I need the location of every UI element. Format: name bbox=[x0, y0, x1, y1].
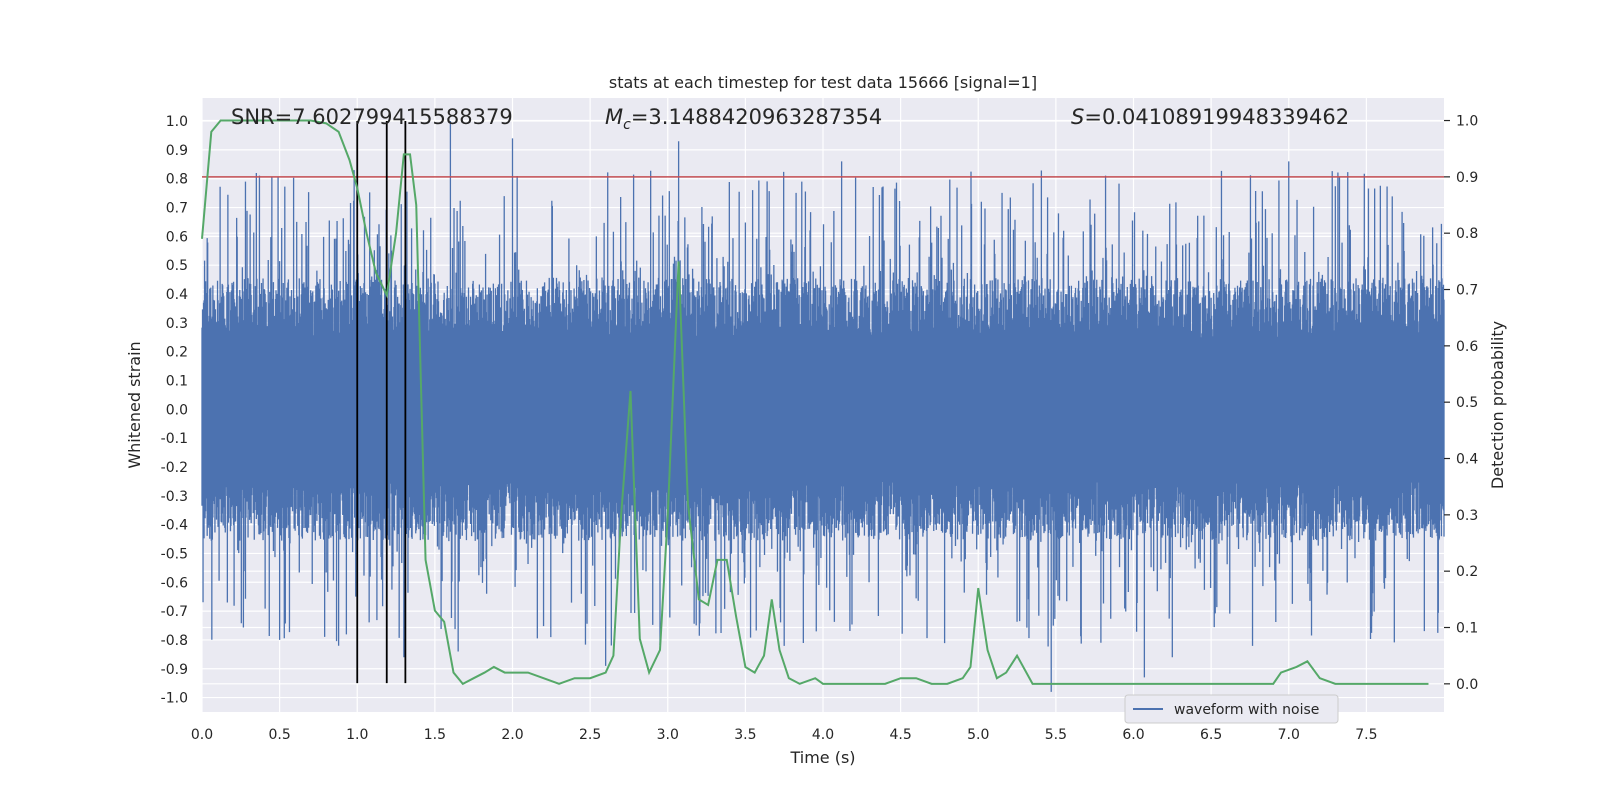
right-y-tick-label: 1.0 bbox=[1456, 114, 1478, 130]
x-tick-label: 7.5 bbox=[1355, 727, 1377, 743]
y-tick-label: -0.6 bbox=[161, 575, 188, 591]
chirp-mass-value: =3.1488420963287354 bbox=[631, 105, 882, 129]
x-tick-label: 5.0 bbox=[967, 727, 989, 743]
right-y-tick-label: 0.1 bbox=[1456, 621, 1478, 637]
x-tick-label: 3.0 bbox=[657, 727, 679, 743]
x-tick-label: 1.5 bbox=[424, 727, 446, 743]
y-tick-label: -0.7 bbox=[161, 604, 188, 620]
chirp-mass-symbol: M bbox=[605, 105, 623, 129]
y-tick-label: 0.1 bbox=[166, 373, 188, 389]
x-axis-label: Time (s) bbox=[789, 748, 855, 767]
s-symbol: S bbox=[1071, 105, 1084, 129]
s-value: =0.04108919948339462 bbox=[1084, 105, 1349, 129]
right-y-tick-label: 0.7 bbox=[1456, 283, 1478, 299]
right-y-tick-label: 0.6 bbox=[1456, 339, 1478, 355]
x-tick-label: 7.0 bbox=[1278, 727, 1300, 743]
y-tick-label: 0.2 bbox=[166, 345, 188, 361]
y-tick-label: 0.9 bbox=[166, 143, 188, 159]
x-tick-label: 5.5 bbox=[1045, 727, 1067, 743]
chirp-mass-subscript: c bbox=[623, 117, 631, 133]
y-tick-label: 0.8 bbox=[166, 172, 188, 188]
right-y-tick-label: 0.5 bbox=[1456, 395, 1478, 411]
y-tick-label: 1.0 bbox=[166, 114, 188, 130]
detection-probability-line bbox=[201, 119, 1429, 686]
y-tick-label: 0.4 bbox=[166, 287, 188, 303]
right-y-tick-label: 0.4 bbox=[1456, 452, 1478, 468]
right-y-tick-label: 0.2 bbox=[1456, 564, 1478, 580]
right-y-axis-label: Detection probability bbox=[1488, 321, 1507, 489]
y-tick-label: -0.8 bbox=[161, 633, 188, 649]
x-tick-label: 2.0 bbox=[501, 727, 523, 743]
y-tick-label: 0.7 bbox=[166, 201, 188, 217]
y-tick-label: 0.6 bbox=[166, 229, 188, 245]
right-y-tick-label: 0.9 bbox=[1456, 170, 1478, 186]
legend-box bbox=[1124, 694, 1339, 724]
y-tick-labels: 1.0 0.9 0.8 0.7 0.6 0.5 0.4 0.3 0.2 0.1 0.0 -0.1 -0.… bbox=[161, 114, 188, 707]
y-tick-label: 0.5 bbox=[166, 258, 188, 274]
chirp-mass-annotation: Mc=3.1488420963287354 bbox=[605, 105, 882, 133]
chart-title: stats at each timestep for test data 156… bbox=[609, 73, 1037, 92]
y-tick-label: -0.9 bbox=[161, 662, 188, 678]
waveform-with-noise-series bbox=[201, 121, 1445, 692]
vertical-markers bbox=[356, 121, 407, 684]
right-y-tick-labels: 1.0 0.9 0.8 0.7 0.6 0.5 0.4 0.3 0.2 0.1 0.0 bbox=[1444, 114, 1478, 693]
y-axis-label: Whitened strain bbox=[125, 341, 144, 468]
x-tick-label: 4.0 bbox=[812, 727, 834, 743]
x-tick-labels: 0.0 0.5 1.0 1.5 2.0 2.5 3.0 3.5 4.0 4.5 5.0 5.5 6.0 6… bbox=[191, 727, 1378, 743]
right-y-tick-label: 0.3 bbox=[1456, 508, 1478, 524]
y-tick-label: 0.3 bbox=[166, 316, 188, 332]
x-tick-label: 3.5 bbox=[734, 727, 756, 743]
legend: waveform with noise bbox=[1124, 694, 1339, 724]
waveform-trace bbox=[201, 121, 1445, 692]
detection-probability-series bbox=[201, 119, 1429, 686]
y-tick-label: -0.4 bbox=[161, 518, 188, 534]
x-tick-label: 2.5 bbox=[579, 727, 601, 743]
y-tick-label: -0.2 bbox=[161, 460, 188, 476]
x-tick-label: 6.5 bbox=[1200, 727, 1222, 743]
s-annotation: S=0.04108919948339462 bbox=[1071, 105, 1349, 129]
x-tick-label: 1.0 bbox=[346, 727, 368, 743]
x-tick-label: 0.5 bbox=[268, 727, 290, 743]
y-tick-label: -0.1 bbox=[161, 431, 188, 447]
y-tick-label: -0.3 bbox=[161, 489, 188, 505]
right-y-tick-label: 0.8 bbox=[1456, 226, 1478, 242]
right-y-tick-label: 0.0 bbox=[1456, 677, 1478, 693]
y-tick-label: -1.0 bbox=[161, 691, 188, 707]
snr-annotation: SNR=7.602799415588379 bbox=[231, 105, 513, 129]
x-tick-label: 4.5 bbox=[889, 727, 911, 743]
legend-label: waveform with noise bbox=[1174, 702, 1319, 718]
x-tick-label: 0.0 bbox=[191, 727, 213, 743]
x-tick-label: 6.0 bbox=[1122, 727, 1144, 743]
y-tick-label: -0.5 bbox=[161, 546, 188, 562]
y-tick-label: 0.0 bbox=[166, 402, 188, 418]
